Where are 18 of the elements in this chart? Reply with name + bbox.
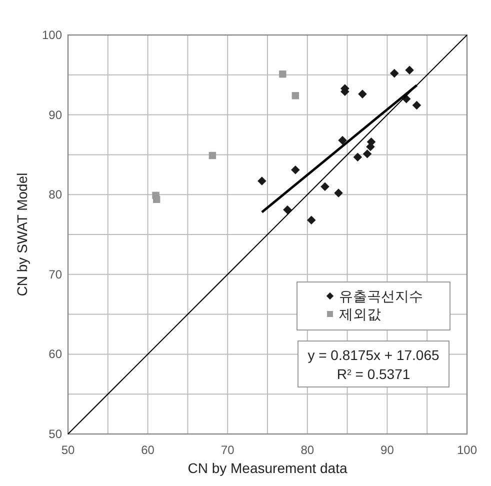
y-tick-label: 90 bbox=[48, 108, 62, 122]
y-tick-label: 80 bbox=[48, 188, 62, 202]
x-tick-label: 50 bbox=[61, 443, 75, 457]
y-tick-label: 50 bbox=[48, 427, 62, 441]
x-tick-label: 60 bbox=[141, 443, 155, 457]
y-axis-title: CN by SWAT Model bbox=[14, 172, 30, 296]
annotation: R$^{2}$ = 0.5371 bbox=[336, 366, 410, 382]
y-tick-label: 100 bbox=[42, 28, 62, 42]
x-tick-label: 80 bbox=[300, 443, 314, 457]
y-tick-label: 70 bbox=[48, 267, 62, 282]
legend-label: 제외값 bbox=[339, 306, 381, 322]
x-axis-title: CN by Measurement data bbox=[188, 460, 348, 476]
legend-label: 유출곡선지수 bbox=[339, 288, 423, 304]
annotation: y = 0.8175x + 17.065 bbox=[308, 347, 440, 363]
y-tick-label: 60 bbox=[48, 347, 62, 362]
x-tick-label: 90 bbox=[380, 443, 394, 457]
x-tick-label: 70 bbox=[220, 443, 235, 457]
x-tick-label: 100 bbox=[456, 443, 478, 457]
